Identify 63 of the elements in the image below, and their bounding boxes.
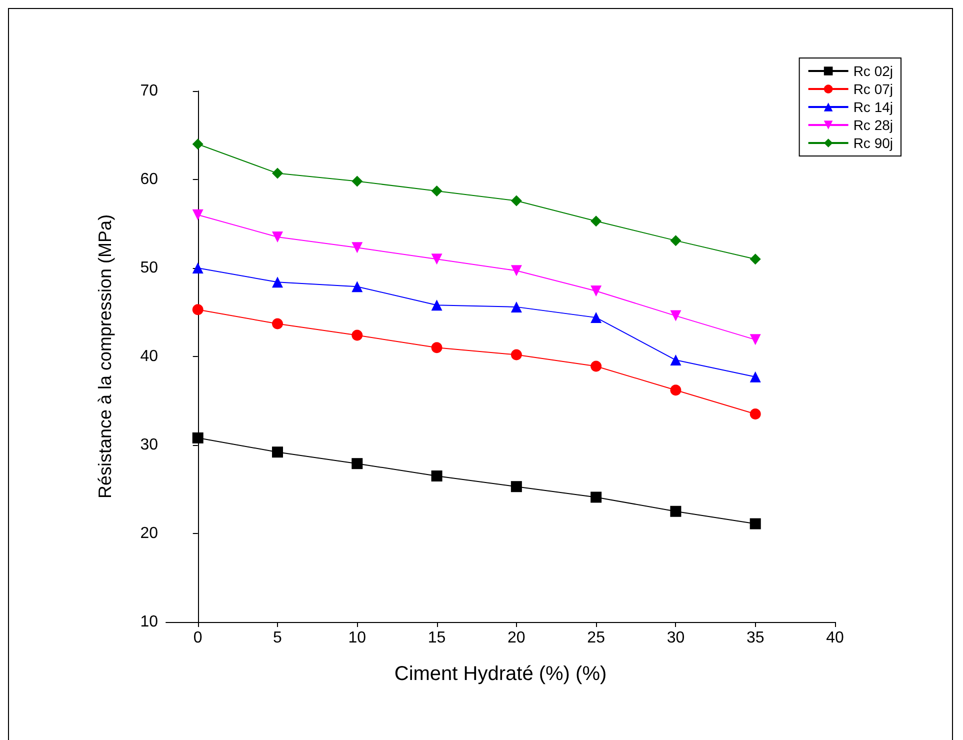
- x-tick-label: 25: [587, 630, 606, 646]
- y-tick-label: 70: [140, 82, 158, 100]
- point: [670, 235, 682, 246]
- point: [192, 262, 204, 274]
- point: [431, 186, 442, 197]
- legend-label: Rc 07j: [853, 81, 894, 97]
- point: [272, 446, 283, 458]
- point: [352, 242, 363, 254]
- point: [510, 301, 522, 312]
- point: [192, 138, 204, 150]
- legend-label: Rc 28j: [853, 117, 894, 133]
- point: [510, 481, 522, 492]
- legend-label: Rc 14j: [853, 99, 894, 115]
- point: [750, 254, 761, 265]
- point: [750, 371, 761, 382]
- point: [431, 470, 442, 482]
- point: [750, 518, 761, 530]
- point: [670, 384, 682, 396]
- point: [431, 342, 442, 354]
- point: [590, 360, 602, 372]
- point: [590, 286, 602, 297]
- point: [670, 310, 682, 322]
- point: [510, 195, 522, 206]
- point: [352, 458, 363, 470]
- point: [670, 506, 682, 517]
- x-axis-title: Ciment Hydraté (%) (%): [394, 663, 607, 685]
- point: [272, 276, 283, 288]
- point: [750, 334, 761, 346]
- x-tick-label: 0: [193, 630, 202, 646]
- x-tick-label: 40: [826, 630, 844, 646]
- point: [272, 232, 283, 243]
- point: [590, 492, 602, 503]
- legend-label: Rc 02j: [853, 63, 894, 79]
- point: [590, 216, 602, 227]
- point: [352, 330, 363, 341]
- point: [510, 265, 522, 276]
- y-tick-label: 30: [140, 436, 158, 454]
- point: [272, 318, 283, 330]
- point: [192, 209, 204, 220]
- y-tick-label: 50: [140, 260, 158, 276]
- point: [670, 354, 682, 366]
- x-tick-label: 20: [508, 630, 526, 646]
- y-tick-label: 60: [140, 171, 158, 188]
- point: [272, 168, 283, 179]
- point: [590, 312, 602, 324]
- point: [192, 432, 204, 444]
- legend-label: Rc 90j: [853, 135, 894, 151]
- point: [352, 281, 363, 292]
- x-tick-label: 15: [428, 630, 446, 646]
- x-tick-label: 35: [746, 630, 764, 646]
- y-axis-title: Résistance à la compression (MPa): [95, 214, 115, 499]
- point: [352, 176, 363, 187]
- point: [192, 304, 204, 316]
- x-tick-label: 10: [348, 630, 366, 646]
- x-tick-label: 30: [666, 630, 685, 646]
- point: [750, 408, 761, 420]
- y-tick-label: 40: [140, 348, 158, 365]
- x-tick-label: 5: [273, 630, 282, 646]
- point: [431, 300, 442, 311]
- y-tick-label: 20: [140, 525, 158, 542]
- point: [431, 254, 442, 265]
- y-tick-label: 10: [140, 614, 158, 630]
- point: [510, 349, 522, 360]
